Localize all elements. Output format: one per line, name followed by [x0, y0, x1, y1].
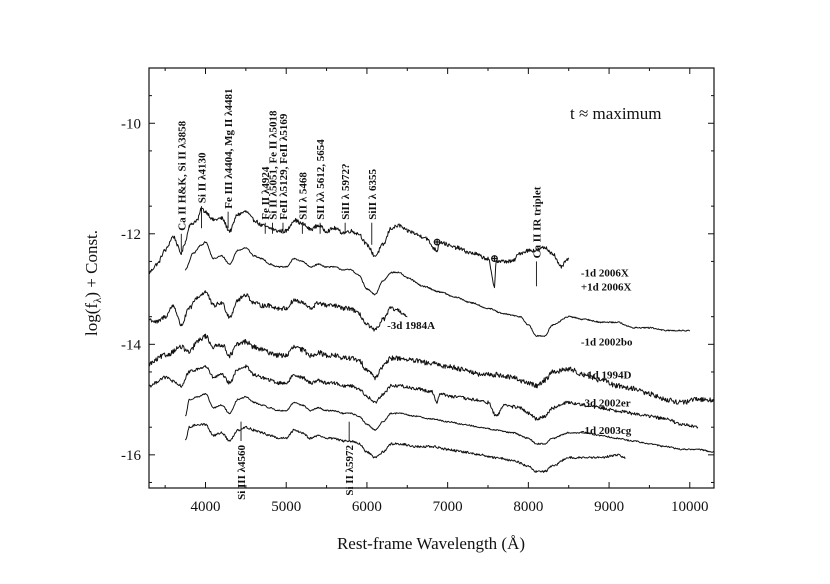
line-id-label: SII λλ 5612, 5654: [315, 139, 327, 220]
x-axis-label: Rest-frame Wavelength (Å): [337, 534, 525, 553]
line-id-label: Si II λ5051, Fe II λ5018: [268, 110, 280, 220]
spectrum-line: [184, 393, 715, 453]
x-tick-label: 4000: [191, 499, 221, 515]
epoch-annotation: t ≈ maximum: [570, 104, 662, 123]
line-id-label: Si III λ4560: [236, 445, 248, 500]
spectrum-line: [184, 241, 691, 337]
line-id-label: Si II λ5972: [344, 445, 356, 496]
line-id-label: Si II λ4130: [197, 152, 209, 203]
y-axis-label-tail: ) + Const.: [82, 230, 101, 298]
spectrum-label: -3d 1984A: [387, 320, 435, 332]
spectrum-line: [148, 290, 408, 332]
x-tick-label: 10000: [671, 499, 709, 515]
plot-frame: [148, 67, 715, 489]
x-axis: 4000 5000 6000 7000 8000 9000 10000: [164, 68, 709, 515]
x-tick-label: 7000: [433, 499, 463, 515]
spectrum-line: [148, 333, 715, 405]
line-identifications: Ca II H&K, Si II λ3858 Si II λ4130 Fe III …: [176, 88, 543, 499]
spectrum-line: [184, 422, 626, 473]
spectrum-label: +1d 2006X: [581, 281, 632, 293]
spectrum-label: -1d 2003cg: [581, 425, 632, 437]
spectrum-label: -1d 2002bo: [581, 337, 633, 349]
spectrum-line: [148, 207, 570, 289]
spectrum-label: -1d 2006X: [581, 267, 629, 279]
telluric-symbol: ⊕: [490, 253, 499, 265]
y-tick-label: -14: [121, 337, 141, 353]
spectrum-line: [148, 364, 699, 429]
line-id-label: SiII λ 6355: [367, 169, 379, 220]
y-tick-label: -10: [121, 116, 141, 132]
y-axis-label-main: log(f: [82, 303, 101, 336]
y-axis-label: log(fλ) + Const.: [82, 230, 104, 336]
y-tick-label: -12: [121, 227, 141, 243]
line-id-label: Ca II H&K, Si II λ3858: [176, 120, 188, 230]
line-id-label: SII λ 5468: [297, 172, 309, 220]
spectra-series: -1d 2006X +1d 2006X -3d 1984A -1d 2002bo +1d…: [148, 207, 715, 473]
spectrum-label: -3d 2002er: [581, 397, 631, 409]
y-tick-label: -16: [121, 448, 141, 464]
telluric-markers: ⊕⊕: [433, 236, 500, 265]
telluric-symbol: ⊕: [433, 236, 442, 248]
line-id-label: FeII λ5129, FeII λ5169: [278, 113, 290, 220]
line-id-label: Ca II IR triplet: [531, 186, 543, 258]
spectrum-label: +1d 1994D: [581, 370, 632, 382]
line-id-label: SiII λ 5972?: [340, 164, 352, 220]
y-axis-label-sub: λ: [92, 297, 104, 303]
x-tick-label: 8000: [513, 499, 543, 515]
x-tick-label: 6000: [352, 499, 382, 515]
y-axis: -10 -12 -14 -16: [121, 95, 714, 483]
x-tick-label: 5000: [271, 499, 301, 515]
line-id-label: Fe II λ4924: [260, 166, 272, 220]
line-id-label: Fe III λ4404, Mg II λ4481: [223, 88, 235, 208]
x-tick-label: 9000: [594, 499, 624, 515]
